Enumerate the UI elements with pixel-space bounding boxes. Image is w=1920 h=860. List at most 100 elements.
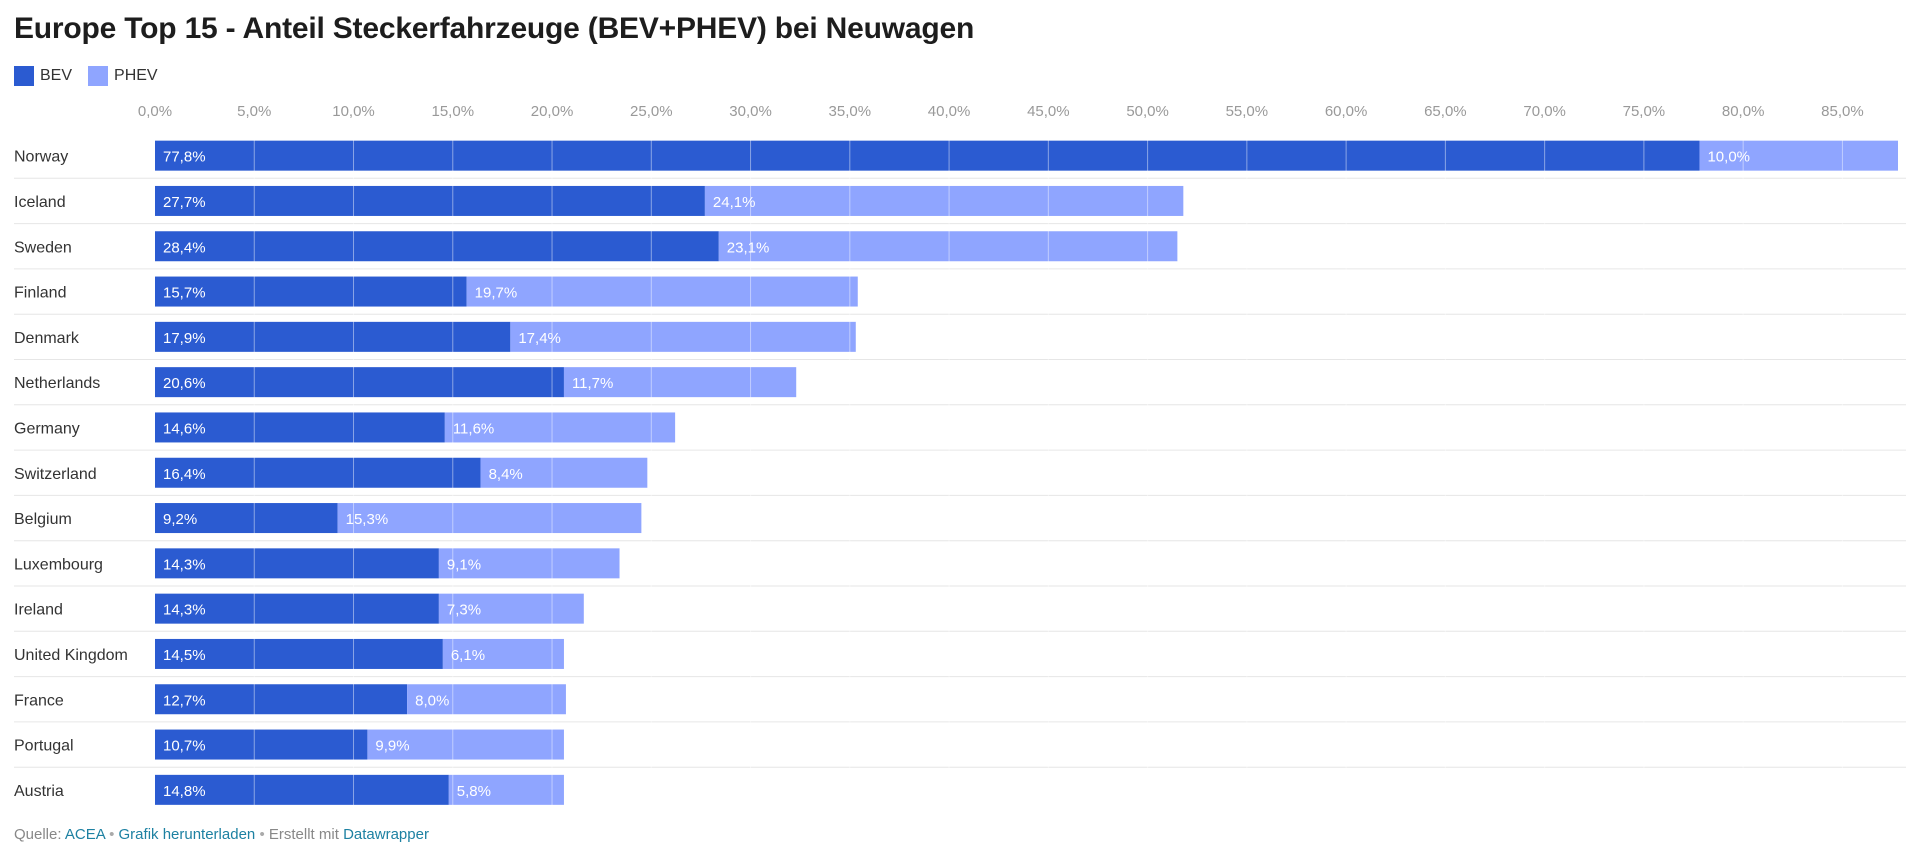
bar-bev xyxy=(155,231,719,262)
x-tick-label: 5,0% xyxy=(237,103,271,120)
bar-bev xyxy=(155,367,564,398)
bar-phev xyxy=(438,548,620,579)
category-label: Portugal xyxy=(14,738,74,755)
data-label-bev: 14,5% xyxy=(163,647,206,664)
category-label: Netherlands xyxy=(14,375,100,392)
bar-phev xyxy=(448,774,564,805)
datawrapper-link[interactable]: Datawrapper xyxy=(343,826,429,843)
data-label-bev: 14,8% xyxy=(163,783,206,800)
category-label: Finland xyxy=(14,285,66,302)
bar-bev xyxy=(155,638,443,669)
x-tick-label: 85,0% xyxy=(1821,103,1864,120)
data-label-bev: 17,9% xyxy=(163,330,206,347)
category-label: Luxembourg xyxy=(14,556,103,573)
x-tick-label: 30,0% xyxy=(729,103,772,120)
data-label-bev: 10,7% xyxy=(163,738,206,755)
download-link[interactable]: Grafik herunterladen xyxy=(118,826,256,843)
legend-swatch-bev xyxy=(14,66,34,86)
bar-phev xyxy=(438,593,584,624)
data-label-phev: 8,0% xyxy=(415,692,449,709)
x-tick-label: 50,0% xyxy=(1126,103,1169,120)
bar-bev xyxy=(155,774,449,805)
data-label-phev: 7,3% xyxy=(447,602,481,619)
data-label-phev: 6,1% xyxy=(451,647,485,664)
bar-phev xyxy=(367,729,564,760)
data-label-phev: 9,9% xyxy=(375,738,409,755)
data-label-bev: 14,3% xyxy=(163,602,206,619)
bar-phev xyxy=(442,638,564,669)
bar-phev xyxy=(1699,140,1898,171)
data-label-phev: 8,4% xyxy=(489,466,523,483)
footer-separator-2: • xyxy=(259,826,265,843)
bar-phev xyxy=(337,503,642,534)
x-tick-label: 35,0% xyxy=(829,103,872,120)
category-label: Switzerland xyxy=(14,466,97,483)
bar-bev xyxy=(155,729,368,760)
data-label-phev: 10,0% xyxy=(1707,149,1750,166)
data-label-bev: 9,2% xyxy=(163,511,197,528)
x-tick-label: 0,0% xyxy=(138,103,172,120)
data-label-phev: 11,7% xyxy=(572,375,613,392)
bar-phev xyxy=(704,185,1184,216)
bar-phev xyxy=(510,321,856,352)
footer-separator-1: • xyxy=(109,826,115,843)
data-label-bev: 15,7% xyxy=(163,285,206,302)
x-tick-label: 20,0% xyxy=(531,103,574,120)
category-label: Ireland xyxy=(14,602,63,619)
data-label-bev: 27,7% xyxy=(163,194,206,211)
data-label-phev: 17,4% xyxy=(518,330,561,347)
bar-phev xyxy=(444,412,676,443)
x-tick-label: 55,0% xyxy=(1226,103,1269,120)
x-tick-label: 45,0% xyxy=(1027,103,1070,120)
category-label: United Kingdom xyxy=(14,647,128,664)
bar-bev xyxy=(155,457,481,488)
bar-bev xyxy=(155,684,408,715)
stacked-bar-chart: 0,0% 5,0% 10,0% 15,0% 20,0% 25,0% 30,0% 35,0% 40… xyxy=(14,103,1906,810)
bar-bev xyxy=(155,321,511,352)
bar-bev xyxy=(155,276,467,307)
category-label: Austria xyxy=(14,783,64,800)
bar-phev xyxy=(480,457,648,488)
source-prefix: Quelle: xyxy=(14,826,62,843)
legend-item-bev: BEV xyxy=(14,66,72,86)
bar-bev xyxy=(155,503,338,534)
data-label-bev: 20,6% xyxy=(163,375,206,392)
data-label-phev: 23,1% xyxy=(727,239,770,256)
legend-item-phev: PHEV xyxy=(88,66,158,86)
data-label-phev: 11,6% xyxy=(453,420,494,437)
category-label: France xyxy=(14,692,64,709)
x-tick-label: 25,0% xyxy=(630,103,673,120)
data-label-phev: 15,3% xyxy=(346,511,389,528)
source-link[interactable]: ACEA xyxy=(64,826,105,843)
category-label: Denmark xyxy=(14,330,80,347)
data-label-bev: 16,4% xyxy=(163,466,206,483)
x-tick-label: 40,0% xyxy=(928,103,971,120)
data-label-phev: 19,7% xyxy=(475,285,518,302)
legend-swatch-phev xyxy=(88,66,109,86)
bar-bev xyxy=(155,185,705,216)
bar-phev xyxy=(466,276,858,307)
legend-label-phev: PHEV xyxy=(114,67,158,84)
bar-phev xyxy=(407,684,566,715)
data-label-bev: 14,3% xyxy=(163,556,206,573)
x-tick-label: 10,0% xyxy=(332,103,375,120)
data-label-bev: 28,4% xyxy=(163,239,206,256)
chart-title: Europe Top 15 - Anteil Steckerfahrzeuge … xyxy=(14,12,975,45)
footer: Quelle: ACEA • Grafik herunterladen • Er… xyxy=(14,826,429,843)
made-with-label: Erstellt mit xyxy=(268,826,339,843)
x-tick-label: 15,0% xyxy=(432,103,475,120)
bar-bev xyxy=(155,548,439,579)
x-tick-label: 75,0% xyxy=(1623,103,1666,120)
x-tick-label: 80,0% xyxy=(1722,103,1765,120)
data-label-phev: 9,1% xyxy=(447,556,481,573)
category-label: Belgium xyxy=(14,511,72,528)
x-tick-label: 60,0% xyxy=(1325,103,1368,120)
data-label-bev: 14,6% xyxy=(163,420,206,437)
x-tick-label: 70,0% xyxy=(1523,103,1566,120)
legend: BEV PHEV xyxy=(14,66,174,86)
data-label-phev: 24,1% xyxy=(713,194,756,211)
data-label-bev: 12,7% xyxy=(163,692,206,709)
category-label: Germany xyxy=(14,420,80,437)
legend-label-bev: BEV xyxy=(40,67,73,84)
category-label: Norway xyxy=(14,149,68,166)
